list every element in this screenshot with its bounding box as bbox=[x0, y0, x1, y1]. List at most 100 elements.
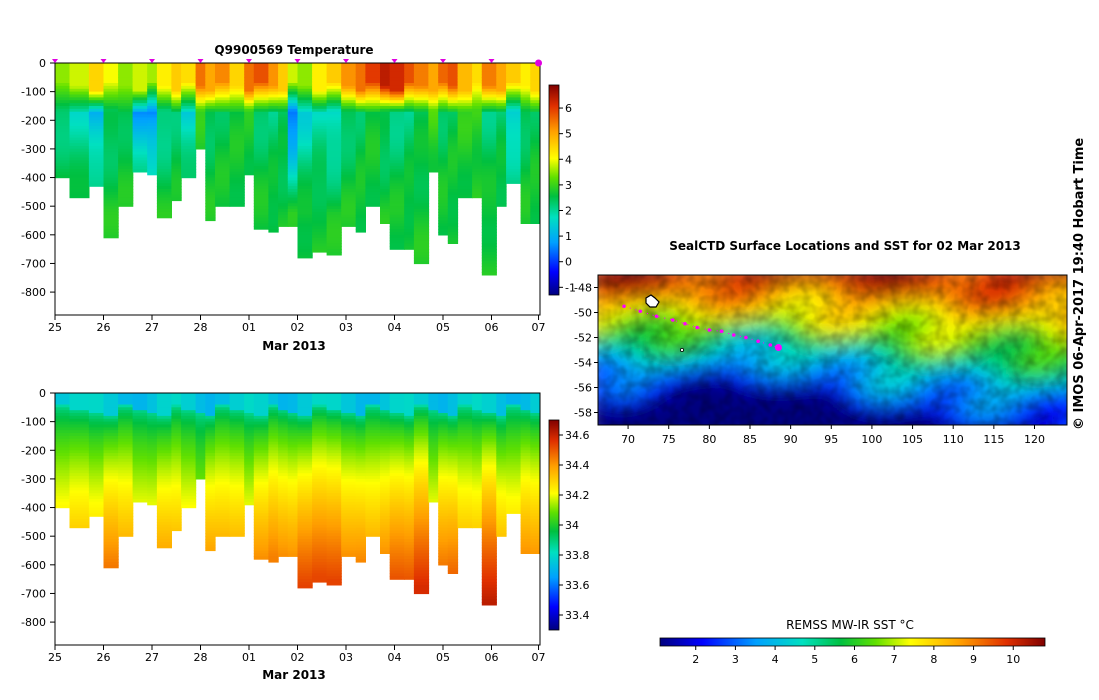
field-cell bbox=[404, 211, 415, 216]
field-cell bbox=[457, 413, 473, 417]
field-cell bbox=[520, 137, 531, 141]
sst-cell bbox=[612, 265, 621, 274]
field-cell bbox=[205, 108, 216, 113]
field-cell bbox=[147, 493, 158, 497]
field-cell bbox=[365, 203, 381, 207]
field-cell bbox=[195, 418, 206, 423]
field-cell bbox=[389, 458, 405, 463]
field-cell bbox=[287, 553, 299, 557]
field-cell bbox=[506, 415, 522, 420]
field-cell bbox=[404, 180, 415, 184]
field-cell bbox=[147, 126, 158, 130]
field-cell bbox=[447, 447, 459, 451]
field-cell bbox=[171, 513, 182, 517]
field-cell bbox=[297, 427, 313, 431]
field-cell bbox=[297, 229, 313, 233]
field-cell bbox=[312, 553, 328, 557]
field-cell bbox=[268, 481, 279, 486]
field-cell bbox=[341, 143, 357, 147]
field-cell bbox=[156, 203, 172, 207]
field-cell bbox=[389, 562, 405, 566]
field-cell bbox=[287, 85, 299, 90]
field-cell bbox=[88, 120, 105, 124]
field-cell bbox=[287, 541, 299, 546]
field-cell bbox=[297, 407, 313, 411]
field-cell bbox=[472, 398, 483, 403]
field-cell bbox=[481, 562, 497, 566]
field-cell bbox=[355, 533, 366, 537]
field-cell bbox=[312, 229, 328, 233]
field-cell bbox=[447, 146, 459, 150]
field-cell bbox=[69, 123, 90, 127]
field-cell bbox=[341, 450, 357, 454]
field-cell bbox=[312, 148, 328, 153]
field-cell bbox=[404, 441, 415, 446]
field-cell bbox=[88, 490, 105, 494]
field-cell bbox=[365, 524, 381, 529]
field-cell bbox=[268, 493, 279, 497]
field-cell bbox=[341, 516, 357, 520]
field-cell bbox=[181, 398, 197, 403]
field-cell bbox=[278, 154, 289, 159]
field-cell bbox=[55, 114, 71, 118]
field-cell bbox=[244, 410, 255, 414]
field-cell bbox=[380, 91, 391, 96]
field-cell bbox=[205, 140, 216, 144]
field-cell bbox=[156, 200, 172, 204]
field-cell bbox=[312, 573, 328, 577]
field-cell bbox=[472, 395, 483, 400]
field-cell bbox=[365, 177, 381, 181]
field-cell bbox=[496, 450, 507, 454]
field-cell bbox=[365, 504, 381, 509]
field-cell bbox=[506, 154, 522, 159]
field-cell bbox=[205, 134, 216, 139]
field-cell bbox=[428, 470, 439, 474]
field-cell bbox=[341, 140, 357, 144]
field-cell bbox=[457, 453, 473, 457]
field-cell bbox=[520, 458, 531, 463]
field-cell bbox=[312, 467, 328, 471]
field-cell bbox=[506, 163, 522, 167]
field-cell bbox=[215, 493, 231, 497]
field-cell bbox=[253, 189, 269, 193]
field-cell bbox=[103, 447, 119, 451]
field-cell bbox=[438, 398, 449, 403]
field-cell bbox=[268, 217, 279, 222]
field-cell bbox=[355, 74, 366, 78]
field-cell bbox=[287, 74, 299, 78]
field-cell bbox=[244, 481, 255, 486]
field-cell bbox=[404, 200, 415, 204]
field-cell bbox=[447, 458, 459, 463]
field-cell bbox=[118, 200, 134, 204]
field-cell bbox=[447, 547, 459, 552]
field-cell bbox=[229, 71, 245, 76]
field-cell bbox=[472, 507, 483, 511]
field-cell bbox=[472, 436, 483, 440]
sst-cell bbox=[708, 265, 717, 274]
field-cell bbox=[312, 464, 328, 469]
field-cell bbox=[287, 415, 299, 420]
field-cell bbox=[438, 490, 449, 494]
field-cell bbox=[326, 237, 342, 242]
field-cell bbox=[132, 487, 148, 491]
field-cell bbox=[530, 481, 540, 486]
field-cell bbox=[205, 444, 216, 448]
field-cell bbox=[326, 106, 342, 110]
field-cell bbox=[389, 171, 405, 176]
field-cell bbox=[253, 148, 269, 153]
field-cell bbox=[389, 407, 405, 411]
field-cell bbox=[205, 473, 216, 477]
field-cell bbox=[205, 103, 216, 107]
field-cell bbox=[404, 493, 415, 497]
field-cell bbox=[215, 398, 231, 403]
field-cell bbox=[171, 103, 182, 107]
field-cell bbox=[171, 151, 182, 156]
field-cell bbox=[472, 108, 483, 113]
field-cell bbox=[297, 476, 313, 480]
field-cell bbox=[530, 117, 540, 121]
field-cell bbox=[413, 456, 430, 460]
field-cell bbox=[103, 143, 119, 147]
field-cell bbox=[103, 103, 119, 107]
field-cell bbox=[326, 117, 342, 121]
field-cell bbox=[88, 131, 105, 136]
